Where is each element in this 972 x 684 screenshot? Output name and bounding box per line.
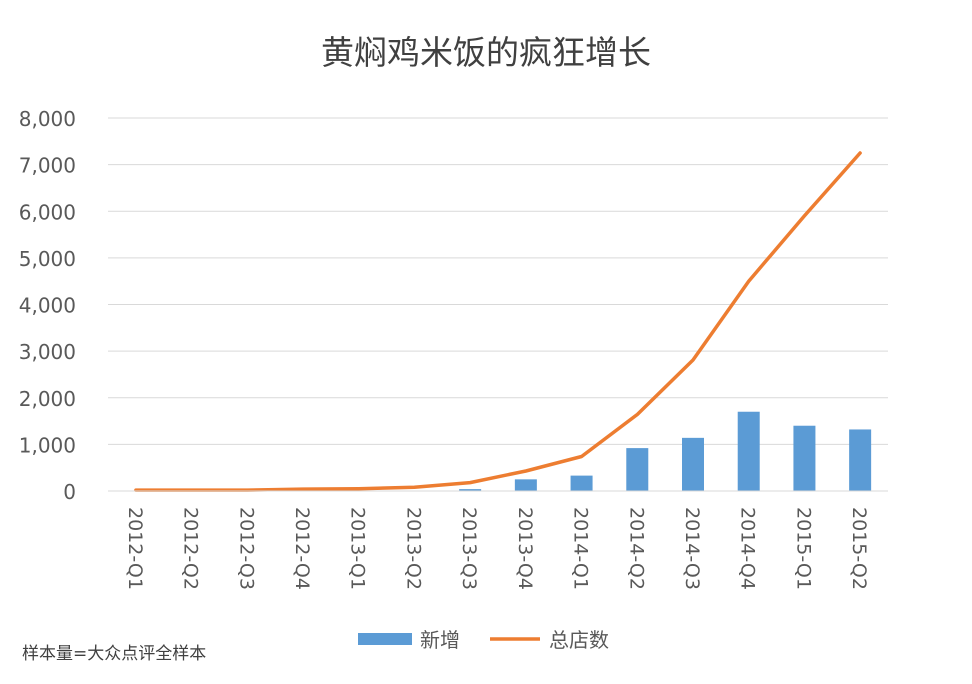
x-tick-label: 2013-Q3 xyxy=(458,507,480,590)
bar-new-2014-Q1 xyxy=(570,475,593,491)
bar-series xyxy=(459,411,872,491)
x-tick-label: 2014-Q2 xyxy=(625,507,647,590)
bar-new-2014-Q3 xyxy=(682,437,704,491)
chart-title: 黄焖鸡米饭的疯狂增长 xyxy=(321,33,651,72)
y-tick-label: 4,000 xyxy=(19,294,76,318)
x-axis-ticks: 2012-Q1 2012-Q2 2012-Q3 2012-Q4 2013-Q1 2013-… xyxy=(124,507,870,590)
source-note: 样本量=大众点评全样本 xyxy=(22,644,206,664)
legend-label-total: 总店数 xyxy=(549,628,609,652)
bar-new-2014-Q2 xyxy=(626,448,649,491)
x-tick-label: 2014-Q1 xyxy=(570,507,592,590)
legend-label-new: 新增 xyxy=(420,628,460,652)
legend: 新增 总店数 xyxy=(358,628,609,652)
y-tick-label: 0 xyxy=(63,480,76,504)
x-tick-label: 2013-Q2 xyxy=(402,507,424,590)
y-tick-label: 8,000 xyxy=(19,107,76,131)
x-tick-label: 2013-Q4 xyxy=(514,507,536,590)
bar-new-2013-Q3 xyxy=(459,489,482,491)
x-tick-label: 2012-Q4 xyxy=(291,507,313,590)
y-tick-label: 2,000 xyxy=(19,387,76,411)
x-tick-label: 2012-Q2 xyxy=(180,507,202,590)
x-tick-label: 2012-Q1 xyxy=(124,507,146,590)
x-tick-label: 2013-Q1 xyxy=(347,507,369,590)
y-axis-ticks: 0 1,000 2,000 3,000 4,000 5,000 6,000 7,000 8,00… xyxy=(19,107,76,504)
y-tick-label: 1,000 xyxy=(19,433,76,457)
bar-new-2015-Q1 xyxy=(793,425,816,491)
y-tick-label: 5,000 xyxy=(19,247,76,271)
grid-lines xyxy=(108,117,888,445)
bar-new-2013-Q4 xyxy=(514,479,537,491)
y-tick-label: 7,000 xyxy=(19,154,76,178)
bar-new-2015-Q2 xyxy=(849,429,872,491)
line-series xyxy=(134,151,862,492)
x-tick-label: 2014-Q4 xyxy=(737,507,759,590)
x-tick-label: 2012-Q3 xyxy=(235,507,257,590)
legend-swatch-new xyxy=(358,633,412,645)
line-total-stores xyxy=(134,151,862,492)
bar-new-2014-Q4 xyxy=(737,411,760,491)
x-tick-label: 2015-Q1 xyxy=(792,507,814,590)
y-tick-label: 3,000 xyxy=(19,340,76,364)
y-tick-label: 6,000 xyxy=(19,200,76,224)
x-tick-label: 2014-Q3 xyxy=(681,507,703,590)
x-tick-label: 2015-Q2 xyxy=(848,507,870,590)
